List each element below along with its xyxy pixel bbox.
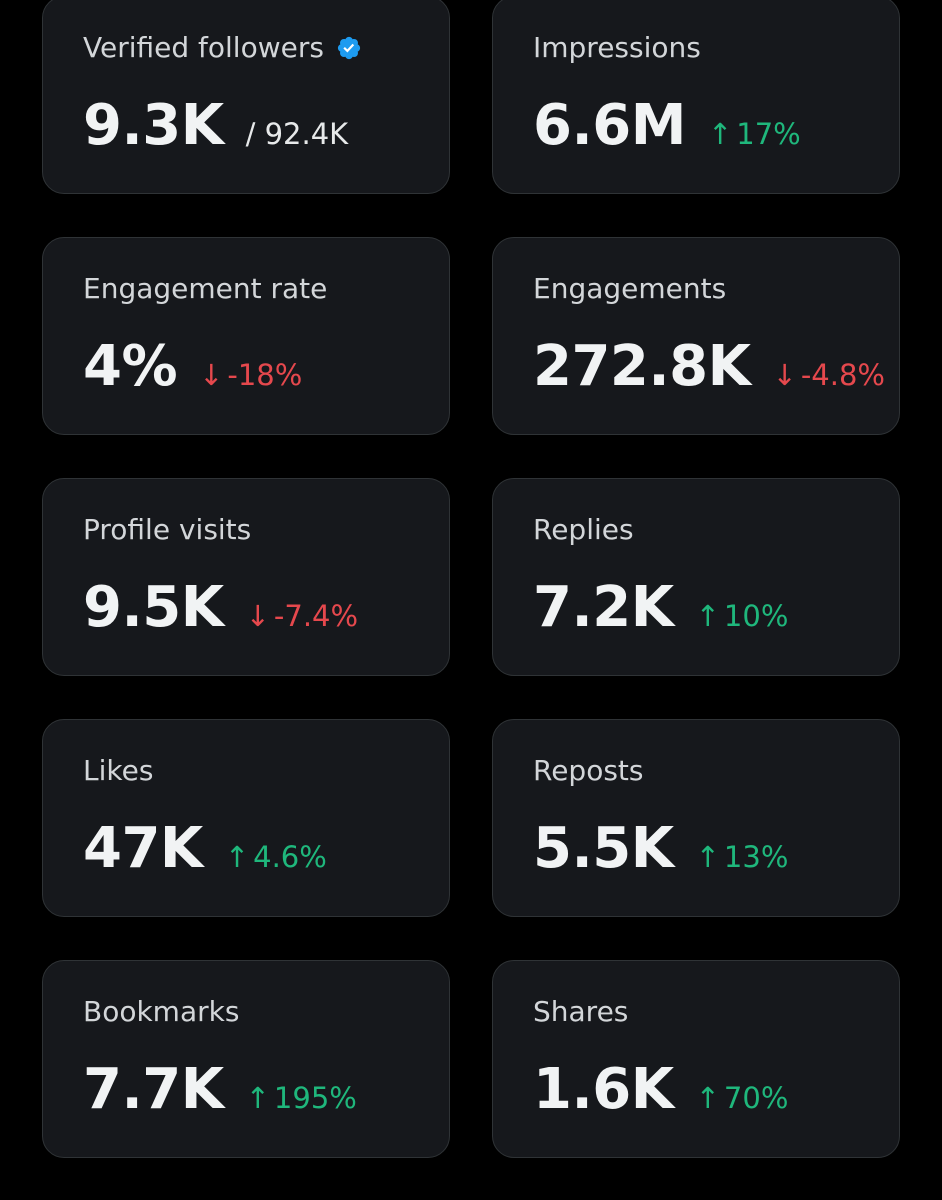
metric-label: Shares — [533, 995, 629, 1028]
metric-value: 4% — [83, 334, 178, 399]
metric-value: 272.8K — [533, 334, 751, 399]
metric-label: Likes — [83, 754, 154, 787]
change-percent: -7.4% — [273, 599, 359, 633]
metric-value: 9.5K — [83, 575, 224, 640]
arrow-up-icon: ↑ — [695, 599, 720, 633]
change-percent: 70% — [723, 1081, 789, 1115]
metric-card-bookmarks[interactable]: Bookmarks 7.7K ↑ 195% — [42, 960, 450, 1158]
metric-change: ↑ 10% — [696, 599, 789, 633]
metric-label: Engagement rate — [83, 272, 328, 305]
metric-card-replies[interactable]: Replies 7.2K ↑ 10% — [492, 478, 900, 676]
arrow-up-icon: ↑ — [695, 1081, 720, 1115]
change-percent: 13% — [723, 840, 789, 874]
metric-value: 7.7K — [83, 1057, 224, 1122]
metric-total: / 92.4K — [245, 117, 349, 151]
metric-card-profile-visits[interactable]: Profile visits 9.5K ↓ -7.4% — [42, 478, 450, 676]
change-percent: 17% — [736, 117, 801, 151]
metric-change: ↑ 13% — [696, 840, 789, 874]
metric-value: 1.6K — [533, 1057, 674, 1122]
metric-label: Engagements — [533, 272, 727, 305]
change-percent: -18% — [227, 358, 303, 392]
arrow-up-icon: ↑ — [245, 1081, 270, 1115]
metric-label: Verified followers — [83, 31, 362, 64]
metric-label: Reposts — [533, 754, 644, 787]
metric-value: 6.6M — [533, 93, 686, 158]
metric-change: ↓ -18% — [199, 358, 302, 392]
metric-card-engagement-rate[interactable]: Engagement rate 4% ↓ -18% — [42, 237, 450, 435]
metric-value: 47K — [83, 816, 203, 881]
metric-change: ↓ -7.4% — [246, 599, 358, 633]
change-percent: 4.6% — [253, 840, 327, 874]
metric-change: ↑ 4.6% — [225, 840, 327, 874]
arrow-up-icon: ↑ — [224, 840, 250, 874]
metric-card-shares[interactable]: Shares 1.6K ↑ 70% — [492, 960, 900, 1158]
metric-card-likes[interactable]: Likes 47K ↑ 4.6% — [42, 719, 450, 917]
metric-card-reposts[interactable]: Reposts 5.5K ↑ 13% — [492, 719, 900, 917]
arrow-down-icon: ↓ — [245, 599, 270, 633]
metric-label: Bookmarks — [83, 995, 240, 1028]
metric-label: Impressions — [533, 31, 701, 64]
metric-label: Profile visits — [83, 513, 252, 546]
metric-value: 5.5K — [533, 816, 674, 881]
arrow-up-icon: ↑ — [695, 840, 720, 874]
metric-change: ↑ 17% — [708, 117, 801, 151]
arrow-down-icon: ↓ — [772, 358, 797, 392]
metric-card-verified-followers[interactable]: Verified followers 9.3K / 92.4K — [42, 0, 450, 194]
metric-label: Replies — [533, 513, 634, 546]
verified-badge-icon — [337, 36, 361, 59]
change-percent: -4.8% — [800, 358, 885, 392]
metric-change: ↑ 195% — [246, 1081, 357, 1115]
metric-value: 7.2K — [533, 575, 674, 640]
arrow-down-icon: ↓ — [199, 358, 224, 392]
metric-card-engagements[interactable]: Engagements 272.8K ↓ -4.8% — [492, 237, 900, 435]
metric-change: ↓ -4.8% — [773, 358, 885, 392]
change-percent: 195% — [273, 1081, 357, 1115]
metric-card-impressions[interactable]: Impressions 6.6M ↑ 17% — [492, 0, 900, 194]
change-percent: 10% — [723, 599, 789, 633]
metric-change: ↑ 70% — [696, 1081, 789, 1115]
metric-value: 9.3K — [83, 93, 224, 158]
arrow-up-icon: ↑ — [707, 117, 733, 151]
